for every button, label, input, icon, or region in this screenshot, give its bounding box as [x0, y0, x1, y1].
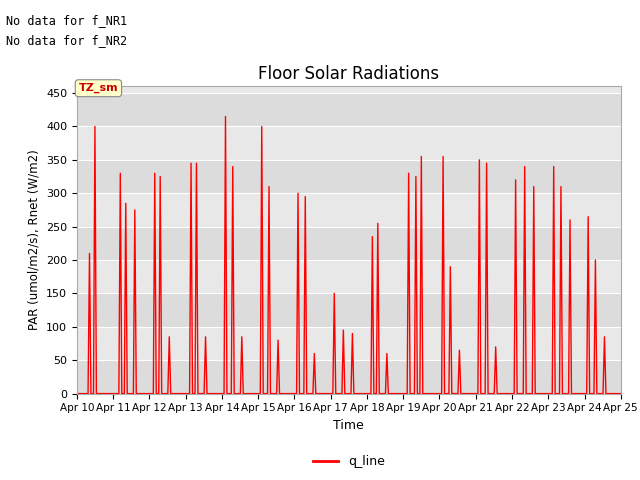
Bar — [77, 160, 621, 193]
Title: Floor Solar Radiations: Floor Solar Radiations — [258, 65, 440, 84]
Bar — [77, 93, 621, 126]
Y-axis label: PAR (umol/m2/s), Rnet (W/m2): PAR (umol/m2/s), Rnet (W/m2) — [28, 150, 40, 330]
Legend: q_line: q_line — [308, 450, 390, 473]
Bar — [77, 227, 621, 260]
Bar — [77, 193, 621, 227]
Text: No data for f_NR1: No data for f_NR1 — [6, 14, 127, 27]
Bar — [77, 360, 621, 394]
Bar — [77, 327, 621, 360]
Text: TZ_sm: TZ_sm — [79, 83, 118, 93]
Bar — [77, 293, 621, 327]
Bar — [77, 126, 621, 160]
Bar — [77, 260, 621, 293]
X-axis label: Time: Time — [333, 419, 364, 432]
Text: No data for f_NR2: No data for f_NR2 — [6, 34, 127, 47]
